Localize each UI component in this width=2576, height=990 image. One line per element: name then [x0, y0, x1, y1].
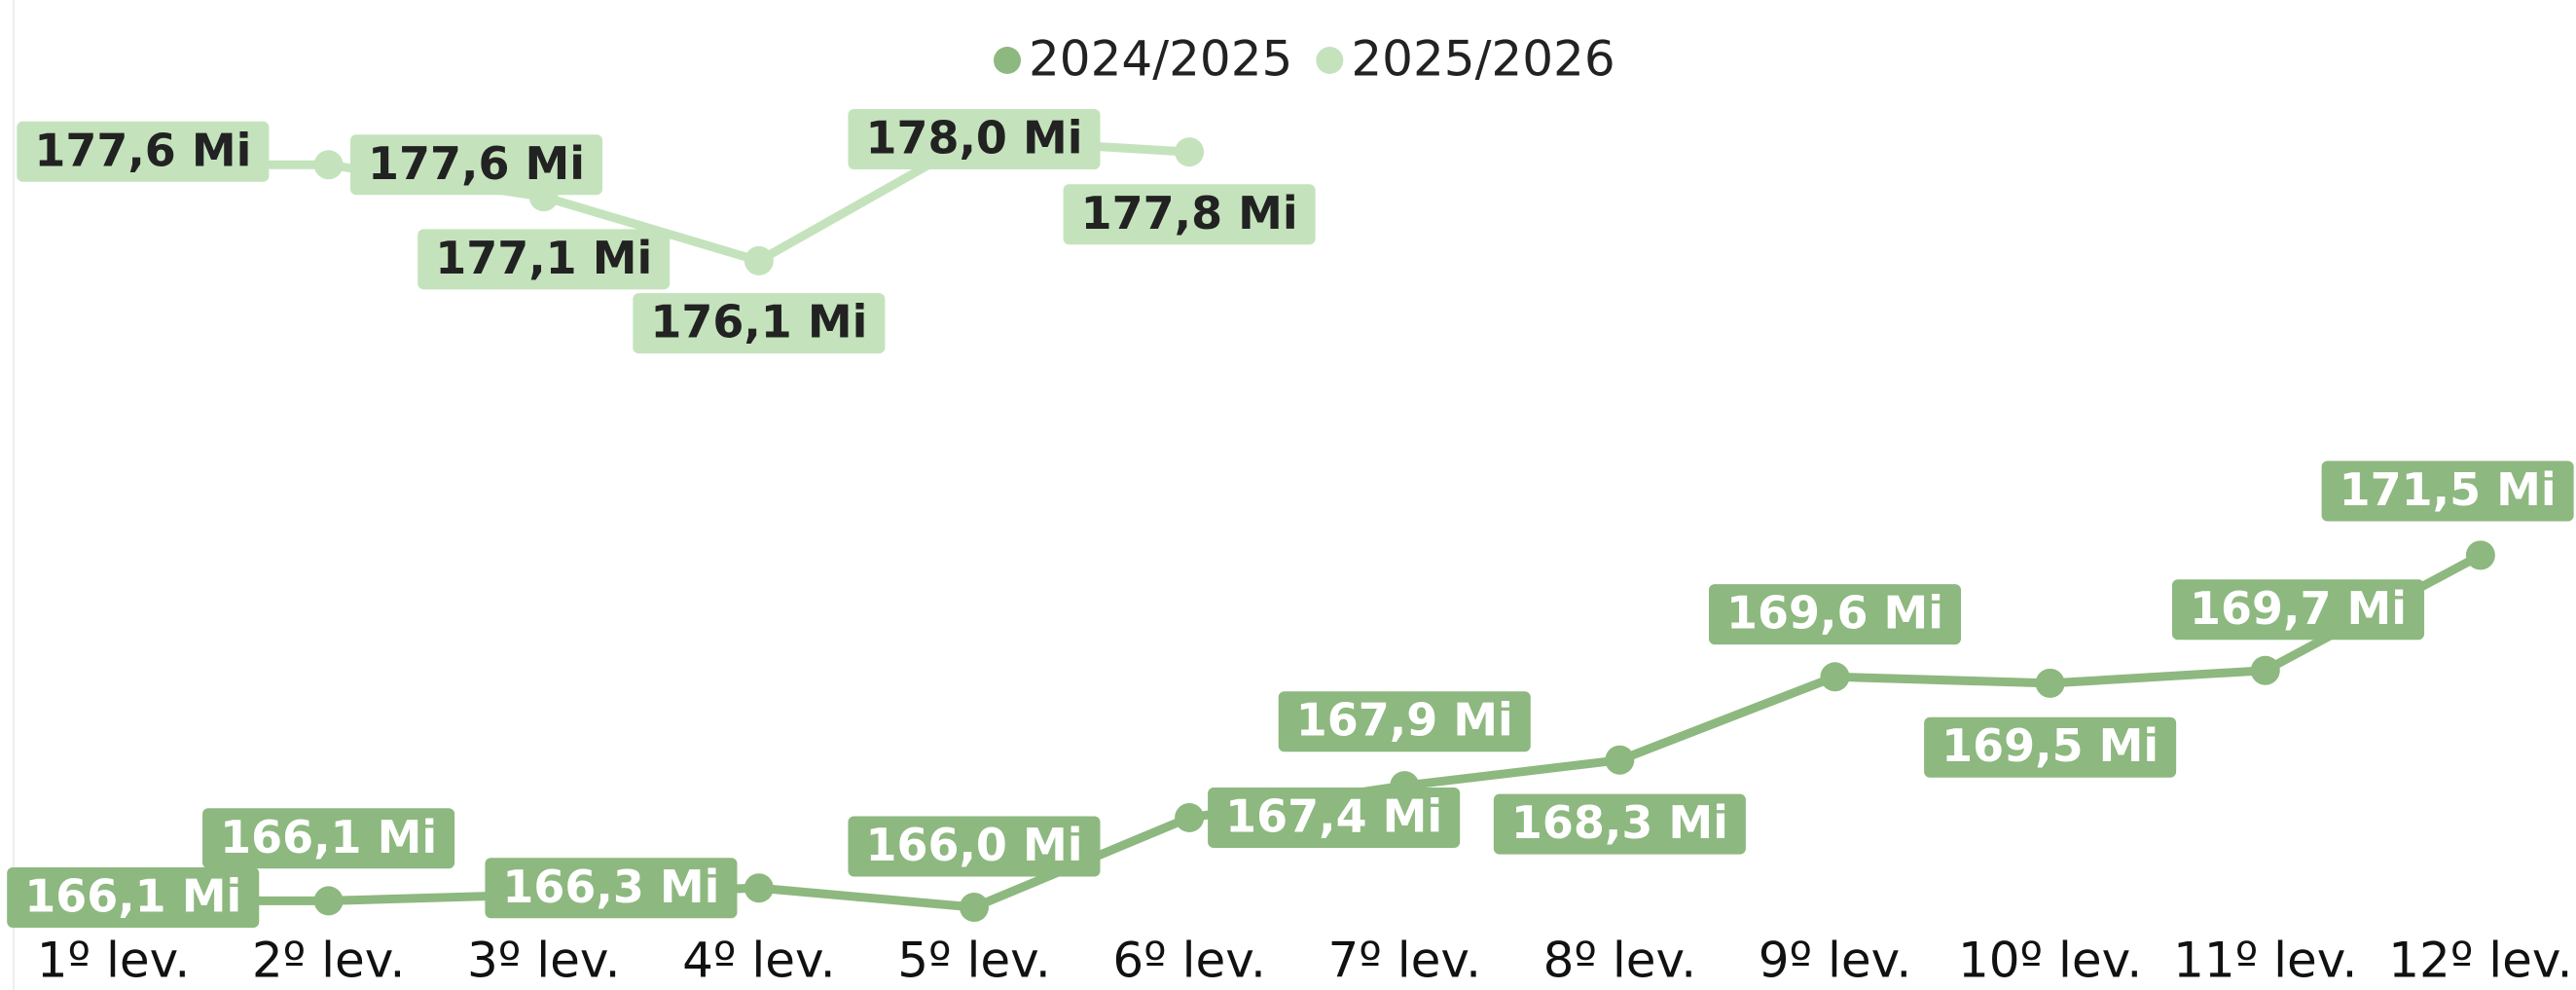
- data-label: 169,7 Mi: [2190, 582, 2407, 635]
- data-label-group: 166,1 Mi: [7, 867, 260, 929]
- data-label-group: 177,1 Mi: [417, 229, 671, 290]
- data-label-group: 167,9 Mi: [1278, 691, 1531, 752]
- data-label: 169,5 Mi: [1941, 719, 2159, 772]
- data-label: 176,1 Mi: [650, 296, 867, 348]
- data-label-bg: [1063, 184, 1316, 245]
- data-label-bg: [1208, 787, 1461, 848]
- legend-label: 2024/2025: [1029, 31, 1292, 88]
- data-label: 166,0 Mi: [865, 819, 1082, 871]
- x-tick-label: 3º lev.: [467, 933, 621, 989]
- x-tick-label: 12º lev.: [2388, 933, 2572, 989]
- data-point: [744, 245, 774, 275]
- legend-label: 2025/2026: [1351, 31, 1615, 88]
- x-tick-label: 8º lev.: [1543, 933, 1697, 989]
- data-label: 177,6 Mi: [368, 137, 585, 190]
- data-point: [2035, 668, 2065, 698]
- data-label-group: 176,1 Mi: [633, 293, 886, 354]
- data-label-group: 169,5 Mi: [1924, 716, 2177, 778]
- data-label-bg: [349, 134, 603, 196]
- data-label: 177,6 Mi: [34, 124, 251, 176]
- data-label-group: 178,0 Mi: [848, 109, 1101, 169]
- data-label-bg: [17, 121, 270, 182]
- x-tick-label: 10º lev.: [1958, 933, 2142, 989]
- data-label-group: 167,4 Mi: [1208, 787, 1461, 848]
- data-label: 169,6 Mi: [1726, 587, 1943, 640]
- data-label-group: 177,6 Mi: [349, 134, 603, 196]
- x-tick-label: 11º lev.: [2173, 933, 2357, 989]
- x-tick-label: 1º lev.: [37, 933, 191, 989]
- data-label-bg: [1493, 793, 1746, 855]
- data-label-bg: [417, 229, 671, 290]
- x-tick-label: 4º lev.: [682, 933, 836, 989]
- data-point: [2250, 655, 2280, 685]
- data-label-group: 168,3 Mi: [1493, 793, 1746, 855]
- data-label: 177,1 Mi: [435, 232, 652, 284]
- data-label-group: 166,0 Mi: [848, 816, 1101, 877]
- data-label-bg: [633, 293, 886, 354]
- data-point: [744, 873, 774, 903]
- data-point: [313, 886, 344, 916]
- data-label-bg: [848, 109, 1101, 169]
- data-label-bg: [202, 808, 455, 869]
- data-label: 168,3 Mi: [1511, 796, 1728, 849]
- legend-marker: [1316, 47, 1344, 74]
- data-label: 166,3 Mi: [502, 861, 719, 913]
- data-point: [1175, 802, 1205, 832]
- data-label: 167,4 Mi: [1225, 789, 1442, 842]
- data-label-group: 177,6 Mi: [17, 121, 270, 182]
- x-tick-label: 6º lev.: [1112, 933, 1266, 989]
- data-label: 167,9 Mi: [1296, 694, 1513, 747]
- data-label-bg: [2321, 460, 2574, 522]
- x-tick-label: 2º lev.: [252, 933, 406, 989]
- data-label: 166,1 Mi: [24, 870, 241, 923]
- data-label-bg: [7, 867, 260, 929]
- x-tick-label: 5º lev.: [897, 933, 1051, 989]
- data-point: [313, 150, 344, 180]
- data-label-group: 169,7 Mi: [2171, 579, 2425, 641]
- data-point: [1820, 662, 1850, 692]
- data-point: [959, 893, 989, 922]
- data-label-bg: [2171, 579, 2425, 641]
- data-label-bg: [1278, 691, 1531, 752]
- x-tick-label: 9º lev.: [1759, 933, 1912, 989]
- data-label-bg: [848, 816, 1101, 877]
- data-point: [1175, 137, 1205, 167]
- data-label: 166,1 Mi: [220, 811, 437, 863]
- data-label: 171,5 Mi: [2340, 463, 2557, 516]
- data-label-group: 166,1 Mi: [202, 808, 455, 869]
- data-label: 177,8 Mi: [1081, 187, 1298, 239]
- legend-marker: [994, 47, 1021, 74]
- x-tick-label: 7º lev.: [1327, 933, 1481, 989]
- data-label-bg: [1924, 716, 2177, 778]
- data-label: 178,0 Mi: [865, 112, 1082, 165]
- data-label-bg: [1708, 584, 1962, 645]
- data-label-group: 166,3 Mi: [485, 858, 738, 919]
- data-point: [1605, 745, 1635, 775]
- data-label-group: 171,5 Mi: [2321, 460, 2574, 522]
- data-point: [2465, 540, 2495, 570]
- data-label-bg: [485, 858, 738, 919]
- data-label-group: 169,6 Mi: [1708, 584, 1962, 645]
- data-label-group: 177,8 Mi: [1063, 184, 1316, 245]
